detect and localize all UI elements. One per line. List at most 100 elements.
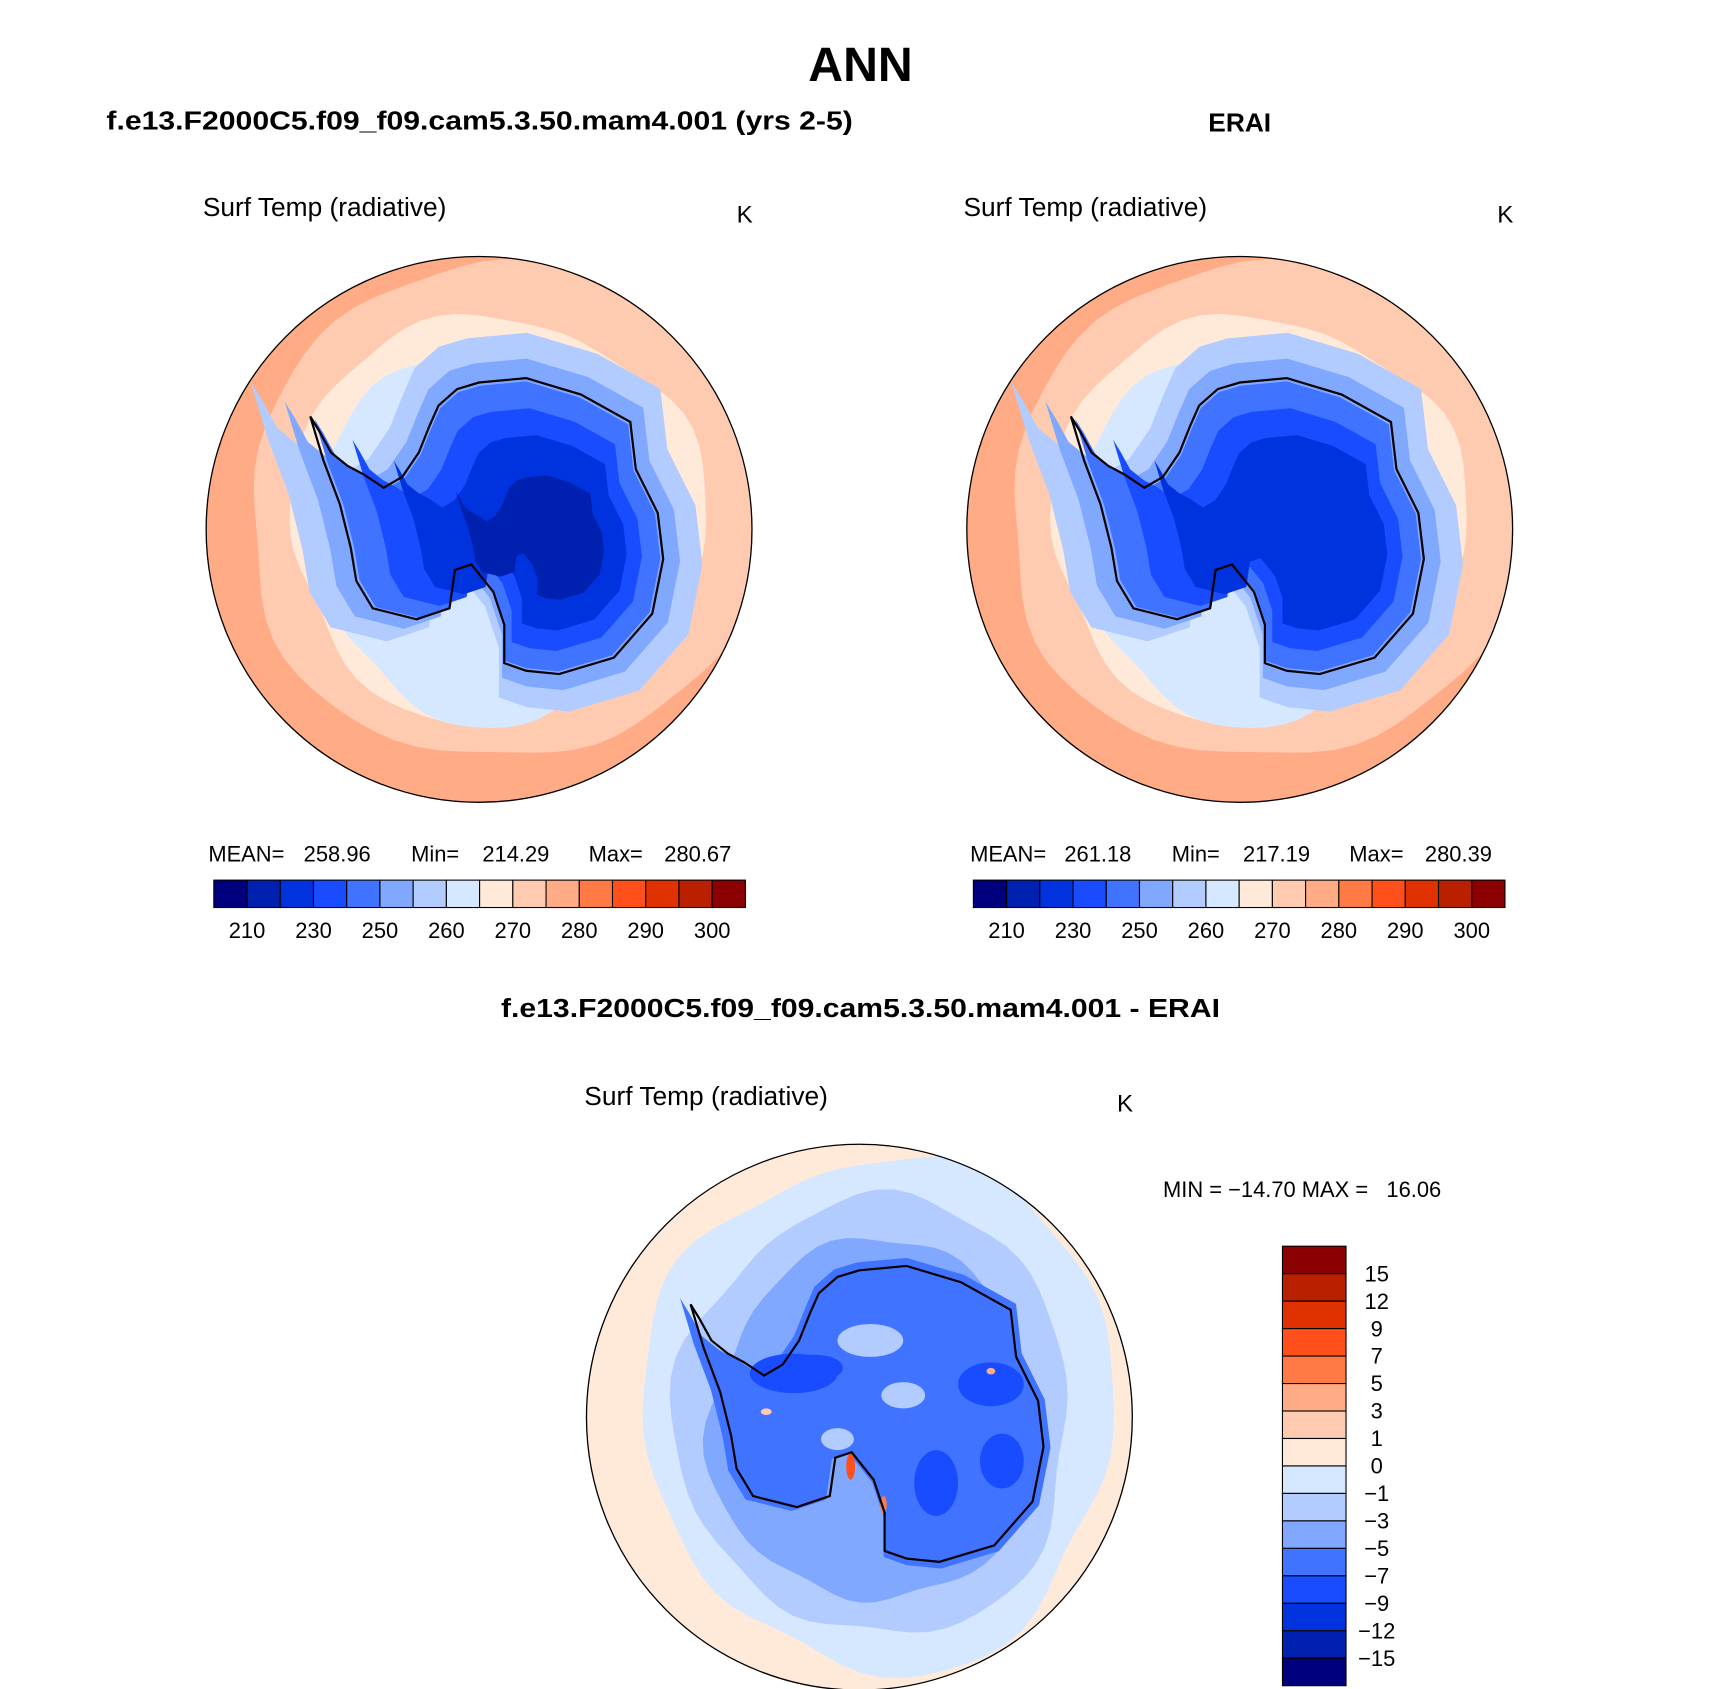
coastline xyxy=(309,377,665,676)
colorbar-box xyxy=(279,879,315,909)
colorbar-box xyxy=(445,879,481,909)
colorbar-box xyxy=(1305,879,1340,909)
max-value: 280.67 xyxy=(664,841,731,866)
contour-band xyxy=(914,1450,959,1516)
colorbar-box xyxy=(1281,1575,1347,1604)
colorbar-box xyxy=(1281,1273,1347,1302)
colorbar-box xyxy=(1039,879,1074,909)
contour-band xyxy=(837,1324,904,1357)
colorbar-tick-label: 270 xyxy=(495,918,532,943)
colorbar-box xyxy=(1281,1300,1347,1330)
colorbar-tick-label: −9 xyxy=(1364,1591,1389,1616)
contour-band xyxy=(979,1433,1024,1489)
panel-model-colorbar: 210 230 250 260 270 280 290 300 xyxy=(213,879,746,943)
colorbar-box xyxy=(972,879,1008,909)
min-value: 217.19 xyxy=(1243,841,1310,866)
colorbar-box xyxy=(1281,1547,1347,1577)
panel-obs-title: ERAI xyxy=(1208,108,1271,138)
coastline xyxy=(1069,377,1425,676)
contour-band xyxy=(846,1453,855,1480)
colorbar-tick-label: 5 xyxy=(1371,1371,1383,1396)
colorbar-box xyxy=(1437,879,1473,909)
panel-obs-map-border xyxy=(966,255,1514,803)
colorbar-box xyxy=(1338,879,1373,909)
colorbar-box xyxy=(312,879,348,909)
min-label: Min= xyxy=(411,841,459,866)
max-label: Max= xyxy=(1349,841,1403,866)
contour-band xyxy=(760,1408,772,1415)
colorbar-tick-label: 210 xyxy=(229,918,266,943)
colorbar-box xyxy=(1471,879,1506,909)
colorbar-box xyxy=(1172,879,1207,909)
colorbar-box xyxy=(1281,1410,1347,1440)
colorbar-tick-label: 230 xyxy=(1055,918,1092,943)
min-value: 214.29 xyxy=(482,841,549,866)
colorbar-box xyxy=(645,879,680,909)
contour-band xyxy=(880,1496,887,1514)
panel-diff-minmax: MIN = −14.70 MAX = 16.06 xyxy=(1163,1177,1441,1202)
colorbar-tick-label: 3 xyxy=(1371,1399,1383,1424)
panel-model-units: K xyxy=(737,201,753,228)
colorbar-tick-label: 210 xyxy=(988,918,1025,943)
colorbar-tick-label: 15 xyxy=(1365,1261,1389,1286)
panel-obs-colorbar: 210 230 250 260 270 280 290 300 xyxy=(972,879,1506,943)
colorbar-box xyxy=(512,879,547,909)
colorbar-box xyxy=(1281,1602,1347,1632)
colorbar-box xyxy=(1371,879,1406,909)
mean-label: MEAN= xyxy=(208,841,284,866)
panel-obs-map xyxy=(966,256,1513,803)
panel-diff-units: K xyxy=(1117,1090,1133,1117)
panel-diff-map xyxy=(586,1144,1133,1689)
panel-diff-colorbar: 15 129 75 31 0−1 −3−5 −7−9−12 −15 xyxy=(1281,1245,1395,1687)
figure-title: ANN xyxy=(808,38,912,92)
colorbar-tick-label: −7 xyxy=(1364,1564,1389,1589)
colorbar-tick-label: 300 xyxy=(1453,918,1490,943)
colorbar-box xyxy=(1281,1355,1347,1385)
panel-model-title: f.e13.F2000C5.f09_f09.cam5.3.50.mam4.001… xyxy=(106,105,852,135)
mean-value: 261.18 xyxy=(1064,841,1131,866)
contour-band xyxy=(986,1367,996,1375)
colorbar-tick-label: −15 xyxy=(1358,1646,1395,1671)
colorbar-box xyxy=(1281,1245,1347,1275)
colorbar-box xyxy=(678,879,713,909)
contour-band xyxy=(821,1428,854,1451)
panel-obs-stats: MEAN= 261.18 Min= 217.19 Max= 280.39 xyxy=(970,841,1492,866)
colorbar-box xyxy=(1138,879,1174,909)
coastline xyxy=(689,1264,1045,1563)
max-label: Max= xyxy=(589,841,643,866)
colorbar-tick-label: 1 xyxy=(1371,1426,1383,1451)
colorbar-tick-label: 7 xyxy=(1371,1344,1383,1369)
colorbar-tick-label: 270 xyxy=(1254,918,1291,943)
colorbar-tick-label: 300 xyxy=(694,918,731,943)
contour-band xyxy=(958,1362,1024,1407)
contour-band xyxy=(788,1354,843,1382)
colorbar-box xyxy=(1271,879,1307,909)
colorbar-box xyxy=(611,879,647,909)
contour-band xyxy=(1154,435,1388,631)
panel-diff-title: f.e13.F2000C5.f09_f09.cam5.3.50.mam4.001… xyxy=(501,993,1220,1023)
colorbar-box xyxy=(1281,1492,1347,1522)
colorbar-tick-label: −5 xyxy=(1364,1536,1389,1561)
panel-obs-units: K xyxy=(1497,201,1513,228)
colorbar-tick-label: 260 xyxy=(1188,918,1225,943)
colorbar-box xyxy=(479,879,514,909)
colorbar-tick-label: 260 xyxy=(428,918,465,943)
panel-model-variable: Surf Temp (radiative) xyxy=(203,192,447,222)
colorbar-box xyxy=(1281,1437,1347,1467)
colorbar-box xyxy=(1072,879,1107,909)
colorbar-tick-label: −12 xyxy=(1358,1618,1395,1643)
panel-model-map xyxy=(206,256,752,803)
colorbar-box xyxy=(1105,879,1141,909)
colorbar-tick-label: 250 xyxy=(1121,918,1158,943)
colorbar-tick-label: 290 xyxy=(627,918,664,943)
colorbar-tick-label: 230 xyxy=(295,918,332,943)
colorbar-box xyxy=(711,879,746,909)
panel-obs-variable: Surf Temp (radiative) xyxy=(964,192,1208,222)
min-label: Min= xyxy=(1172,841,1220,866)
panel-model-map-border xyxy=(205,255,753,803)
contour-band xyxy=(881,1382,926,1409)
colorbar-tick-label: 280 xyxy=(1321,918,1358,943)
colorbar-box xyxy=(1238,879,1273,909)
panel-model-stats: MEAN= 258.96 Min= 214.29 Max= 280.67 xyxy=(208,841,731,866)
